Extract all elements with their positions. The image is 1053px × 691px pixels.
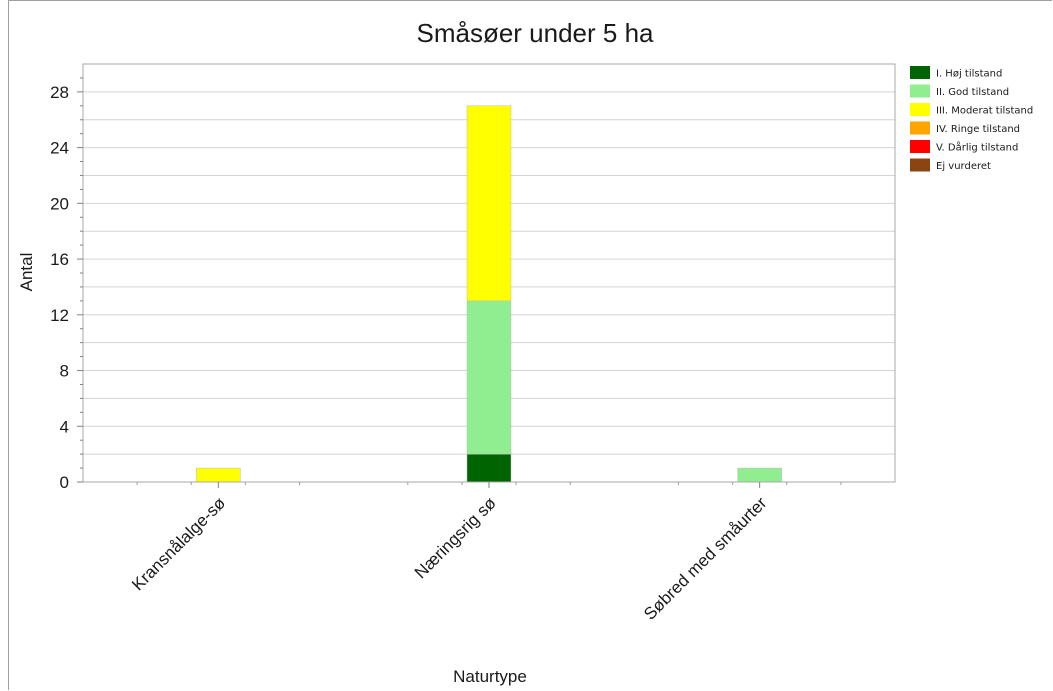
y-tick-label: 12 [50, 306, 69, 325]
x-axis-label: Naturtype [453, 667, 527, 686]
y-tick-labels: 0 4 8 12 16 20 24 28 [50, 83, 69, 492]
bar-segment [196, 468, 240, 482]
y-tick-label: 16 [50, 250, 69, 269]
legend-swatch [910, 66, 930, 79]
y-axis-label: Antal [17, 253, 36, 292]
x-tick-labels: Kransnålalge-sø Næringsrig sø Søbred med s… [128, 493, 771, 624]
y-tick-label: 8 [60, 362, 69, 381]
legend-label: Ej vurderet [936, 161, 991, 172]
chart-title: Småsøer under 5 ha [416, 18, 654, 48]
legend-label: IV. Ringe tilstand [936, 124, 1020, 135]
y-tick-label: 20 [50, 194, 69, 213]
legend-label: V. Dårlig tilstand [936, 141, 1018, 154]
legend-label: II. God tilstand [936, 87, 1009, 98]
legend-swatch [910, 103, 930, 116]
bar-segment [738, 468, 782, 482]
bars [196, 106, 781, 482]
bar-segment [467, 301, 511, 454]
y-tick-label: 4 [60, 417, 69, 436]
legend-swatch [910, 122, 930, 135]
legend-swatch [910, 159, 930, 172]
bar-segment [467, 106, 511, 301]
legend-label: I. Høj tilstand [936, 69, 1002, 80]
x-tick-label: Kransnålalge-sø [128, 493, 229, 594]
y-tick-label: 28 [50, 83, 69, 102]
bar-segment [467, 454, 511, 482]
y-tick-label: 0 [60, 473, 69, 492]
y-tick-label: 24 [50, 139, 69, 158]
x-tick-label: Næringsrig sø [411, 493, 500, 582]
legend-swatch [910, 140, 930, 153]
x-tick-label: Søbred med småurter [640, 493, 771, 624]
legend-swatch [910, 85, 930, 98]
legend: I. Høj tilstand II. God tilstand III. Mode… [910, 66, 1033, 172]
legend-label: III. Moderat tilstand [936, 106, 1033, 117]
